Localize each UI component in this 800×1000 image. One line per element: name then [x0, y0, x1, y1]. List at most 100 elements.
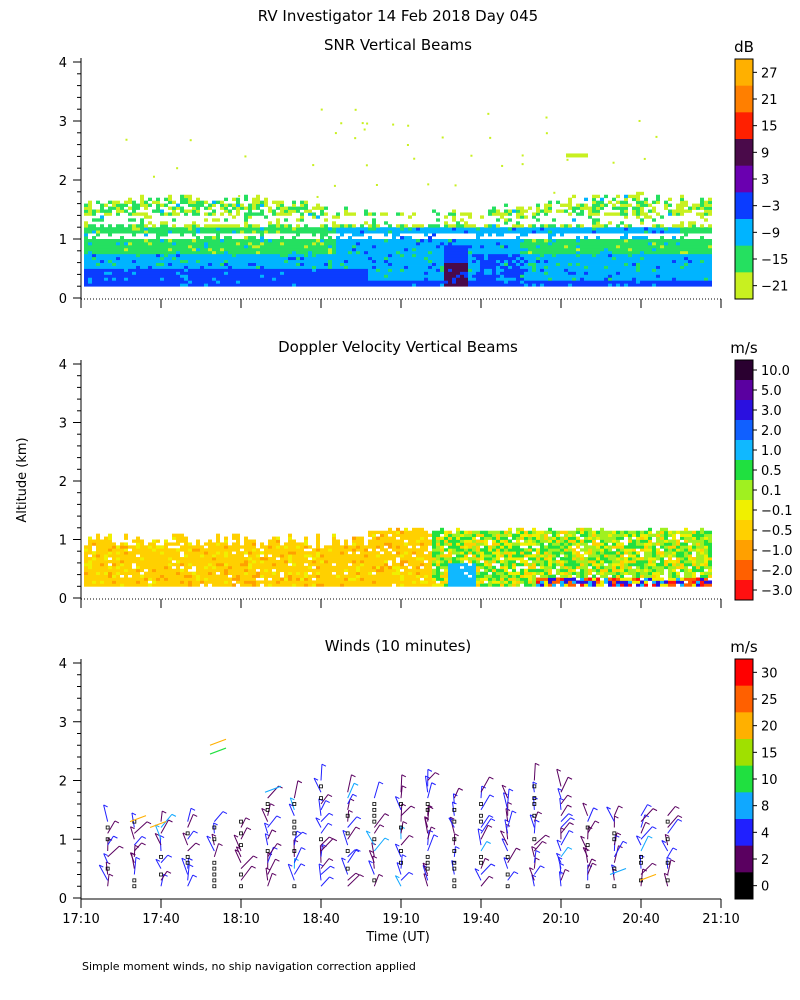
snr-cell: [144, 283, 148, 287]
doppler-cell: [124, 583, 128, 587]
doppler-cell: [96, 551, 100, 555]
doppler-cell: [292, 583, 296, 587]
snr-cell: [643, 157, 646, 160]
snr-cell: [672, 280, 676, 284]
snr-cell: [276, 239, 280, 243]
snr-cell: [668, 209, 672, 213]
doppler-cell: [300, 557, 304, 561]
snr-cell: [332, 280, 336, 284]
doppler-cell: [168, 548, 172, 552]
snr-cell: [636, 200, 640, 204]
snr-cell: [340, 283, 344, 287]
snr-cell: [260, 247, 264, 252]
snr-cell: [392, 265, 396, 269]
snr-cell: [92, 230, 96, 234]
doppler-cell: [192, 545, 196, 549]
snr-cell: [668, 227, 672, 231]
doppler-cell: [268, 580, 272, 584]
doppler-cell: [248, 577, 252, 581]
snr-cell: [288, 206, 292, 210]
snr-cell: [500, 280, 504, 284]
snr-cell: [424, 262, 428, 266]
snr-cell: [368, 271, 372, 275]
snr-cell: [440, 247, 444, 252]
snr-cell: [264, 247, 268, 252]
doppler-cell: [296, 542, 300, 546]
snr-cell: [448, 259, 452, 263]
snr-cell: [692, 241, 696, 246]
snr-cell: [160, 268, 164, 272]
snr-cell: [632, 268, 636, 272]
snr-cell: [380, 230, 384, 234]
snr-cell: [424, 268, 428, 272]
snr-cell: [400, 239, 404, 243]
doppler-cell: [220, 542, 224, 546]
snr-cell: [196, 230, 200, 234]
doppler-cell: [396, 571, 400, 575]
snr-cell: [104, 271, 108, 275]
snr-cell: [284, 206, 288, 210]
snr-cell: [496, 227, 500, 231]
doppler-cell: [348, 545, 352, 549]
snr-cell: [356, 280, 360, 284]
snr-cell: [104, 230, 108, 234]
snr-cell: [324, 224, 328, 228]
snr-cell: [420, 230, 424, 234]
doppler-cell: [308, 574, 312, 578]
snr-cell: [176, 274, 180, 278]
snr-cell: [644, 280, 648, 284]
snr-cell: [88, 206, 92, 210]
doppler-cell: [396, 542, 400, 546]
snr-cell: [636, 283, 640, 287]
doppler-cell: [120, 559, 124, 564]
snr-cell: [672, 241, 676, 246]
snr-cell: [108, 209, 112, 213]
snr-cell: [156, 230, 160, 234]
snr-cell: [156, 233, 160, 237]
snr-cell: [528, 230, 532, 234]
snr-cell: [220, 247, 224, 252]
snr-cell: [540, 230, 544, 234]
snr-cell: [580, 256, 584, 261]
doppler-cell: [92, 571, 96, 575]
snr-cell: [220, 203, 224, 207]
snr-cell: [496, 268, 500, 272]
snr-cell: [584, 253, 588, 258]
snr-cell: [456, 268, 460, 272]
snr-cell: [652, 227, 656, 231]
snr-cell: [228, 209, 232, 213]
snr-cell: [520, 283, 524, 287]
snr-cell: [376, 244, 380, 249]
snr-cell: [408, 239, 412, 243]
snr-cell: [140, 203, 144, 207]
snr-cell: [160, 256, 164, 261]
doppler-cell: [272, 554, 276, 558]
doppler-cell: [332, 574, 336, 578]
snr-cell: [96, 280, 100, 284]
snr-cell: [252, 227, 256, 231]
snr-cell: [500, 265, 504, 269]
snr-cell: [308, 239, 312, 243]
snr-cell: [552, 253, 556, 258]
doppler-cell: [148, 571, 152, 575]
doppler-cell: [416, 530, 420, 535]
snr-cell: [572, 239, 576, 243]
snr-cell: [172, 265, 176, 269]
snr-cell: [684, 241, 688, 246]
snr-cell: [152, 239, 156, 243]
snr-cell: [540, 247, 544, 252]
doppler-cell: [128, 571, 132, 575]
snr-cell: [120, 268, 124, 272]
snr-cell: [228, 250, 232, 255]
snr-cell: [252, 253, 256, 258]
snr-cell: [332, 262, 336, 266]
snr-cell: [356, 256, 360, 261]
doppler-cell: [436, 577, 440, 581]
doppler-cell: [168, 542, 172, 546]
snr-cell: [496, 233, 500, 237]
snr-cell: [140, 274, 144, 278]
snr-cell: [492, 283, 496, 287]
snr-cell: [180, 209, 184, 213]
doppler-cell: [264, 562, 268, 567]
snr-cell: [584, 206, 588, 210]
